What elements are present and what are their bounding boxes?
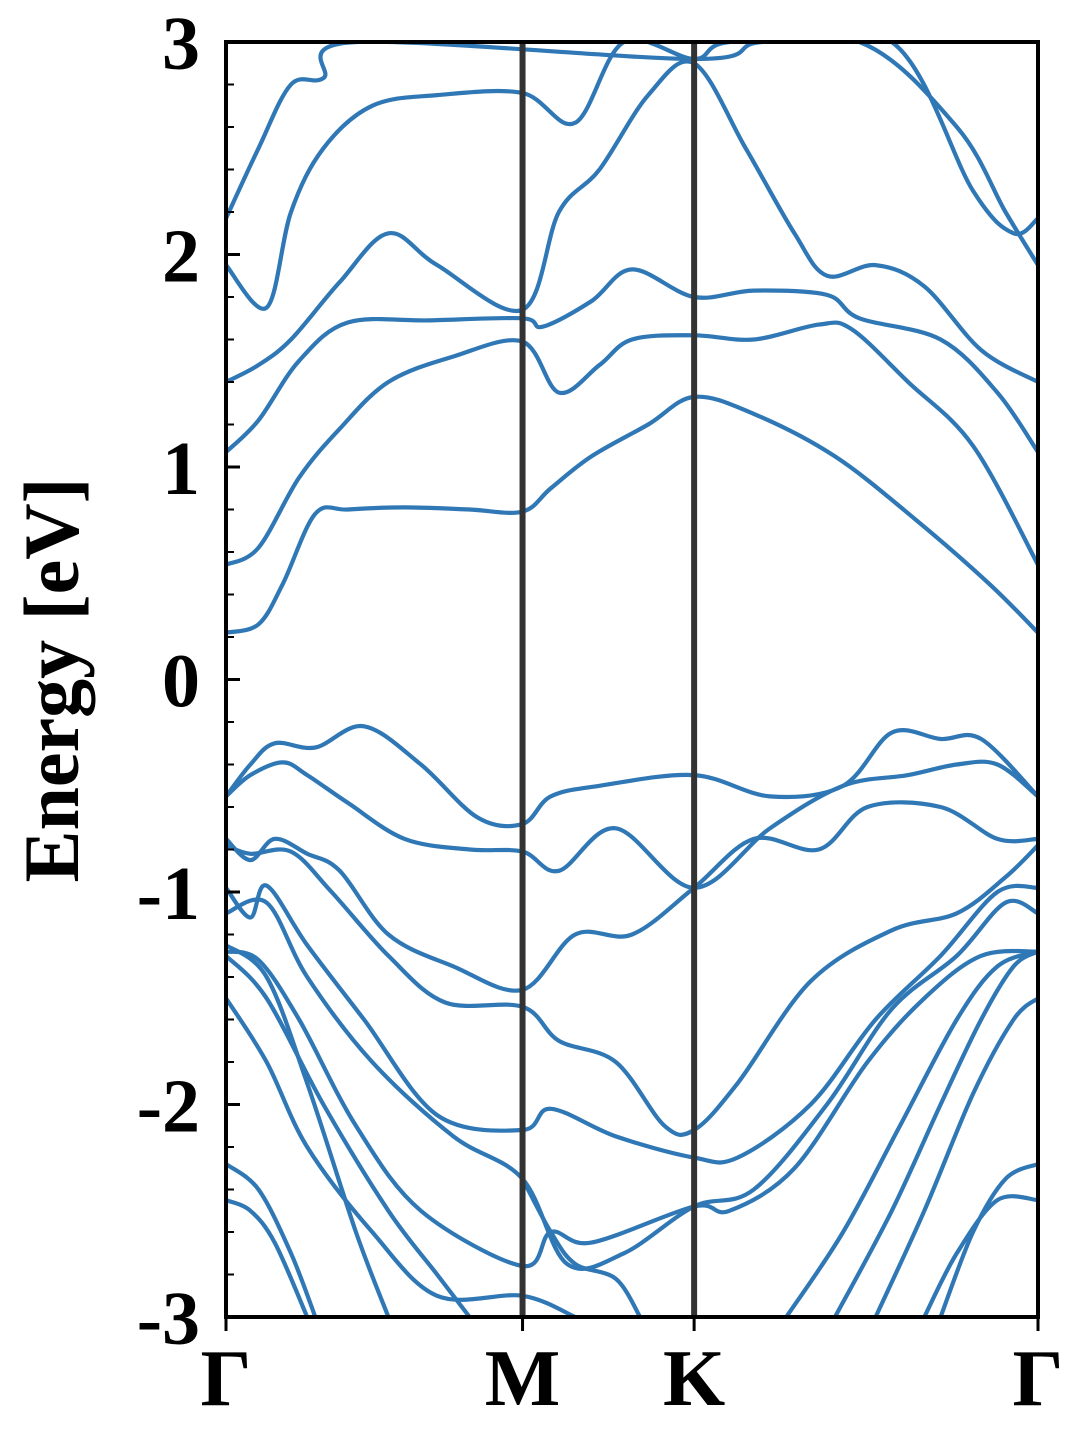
bands-group — [226, 42, 1038, 1317]
band-line-15 — [226, 953, 472, 1317]
x-tick-label-K: K — [663, 1335, 725, 1423]
band-line-17 — [226, 1161, 318, 1317]
band-line-19 — [520, 1176, 643, 1317]
y-tick-label: 3 — [162, 2, 200, 86]
band-line-2 — [226, 320, 1038, 567]
band-line-7 — [226, 724, 1038, 829]
plot-frame — [224, 40, 1040, 1319]
band-line-12 — [226, 897, 1038, 1271]
y-tick-label: 2 — [162, 215, 200, 299]
band-line-18 — [226, 1198, 310, 1317]
y-tick-label: -3 — [137, 1277, 200, 1361]
y-tick-label: 1 — [162, 427, 200, 511]
band-line-1 — [226, 394, 1038, 635]
band-line-3 — [226, 267, 1038, 455]
band-line-20 — [784, 949, 1038, 1317]
band-line-8 — [226, 759, 1038, 890]
band-line-4 — [226, 59, 1038, 385]
band-line-14 — [226, 996, 578, 1317]
y-tick-label: 0 — [162, 640, 200, 724]
band-line-13 — [226, 948, 1038, 1269]
y-tick-label: -1 — [137, 852, 200, 936]
band-line-9 — [226, 800, 1038, 993]
high-symmetry-dividers — [519, 42, 698, 1317]
y-ticks: -3 -2 -1 0 1 2 3 — [137, 2, 240, 1361]
y-tick-label: -2 — [137, 1065, 200, 1149]
band-line-16 — [226, 943, 391, 1317]
band-line-6 — [226, 42, 1038, 237]
band-line-11 — [226, 883, 1038, 1165]
x-tick-label-Γ: Γ — [1013, 1335, 1064, 1423]
band-line-22 — [873, 996, 1038, 1317]
x-tick-label-Γ: Γ — [201, 1335, 252, 1423]
y-axis-label: Energy [eV] — [8, 477, 95, 882]
band-line-24 — [938, 1161, 1038, 1317]
band-line-10 — [226, 843, 1038, 1137]
x-tick-label-M: M — [485, 1335, 561, 1423]
band-line-21 — [832, 949, 1038, 1317]
